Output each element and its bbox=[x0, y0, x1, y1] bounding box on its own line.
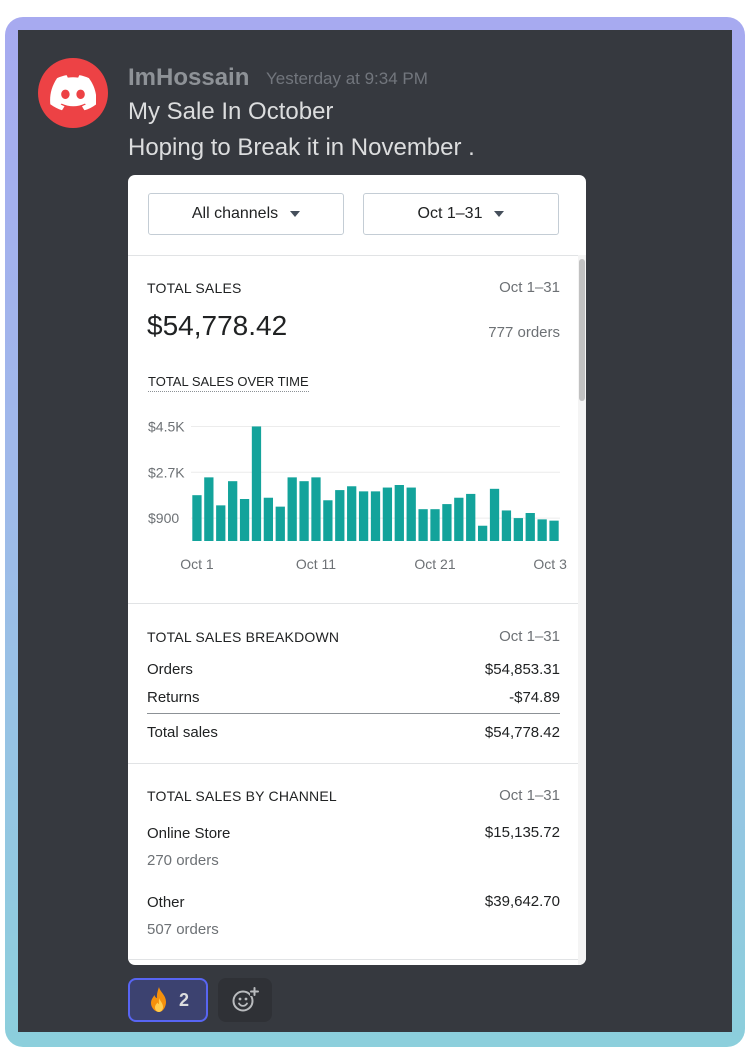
breakdown-title: TOTAL SALES BREAKDOWN bbox=[147, 629, 340, 645]
channel-filter-dropdown[interactable]: All channels bbox=[148, 193, 344, 235]
section-divider bbox=[128, 255, 578, 256]
chart-bar[interactable] bbox=[454, 497, 464, 541]
chart-bar[interactable] bbox=[382, 487, 393, 541]
fire-icon bbox=[150, 987, 166, 1012]
chart-bar[interactable] bbox=[311, 477, 321, 541]
total-sales-title: TOTAL SALES bbox=[147, 280, 242, 296]
discord-logo-icon bbox=[50, 75, 96, 111]
caret-down-icon bbox=[494, 211, 505, 217]
chart-bar[interactable] bbox=[323, 500, 333, 541]
chat-panel: ImHossain Yesterday at 9:34 PM My Sale I… bbox=[18, 30, 732, 1032]
channel-name: Online Store bbox=[147, 825, 231, 842]
reaction-count: 2 bbox=[178, 989, 189, 1010]
total-divider bbox=[147, 713, 560, 714]
total-sales-date: Oct 1–31 bbox=[499, 279, 560, 296]
channel-filter-label: All channels bbox=[191, 205, 279, 222]
chart-bar[interactable] bbox=[347, 486, 357, 541]
chart-bar[interactable] bbox=[406, 487, 416, 541]
chart-bar[interactable] bbox=[477, 525, 488, 541]
chart-bar[interactable] bbox=[466, 493, 476, 541]
chart-bar[interactable] bbox=[513, 518, 523, 541]
chart-bar[interactable] bbox=[430, 509, 440, 541]
chart-title: TOTAL SALES OVER TIME bbox=[148, 374, 309, 392]
chart-bar[interactable] bbox=[442, 504, 452, 541]
chart-bar[interactable] bbox=[525, 513, 535, 541]
chart-bar[interactable] bbox=[335, 490, 345, 541]
breakdown-total-value: $54,778.42 bbox=[484, 724, 560, 741]
y-tick-label: $4.5K bbox=[148, 418, 185, 434]
y-tick-label: $900 bbox=[148, 510, 179, 526]
chart-bar[interactable] bbox=[394, 485, 404, 541]
message-timestamp: Yesterday at 9:34 PM bbox=[266, 69, 428, 88]
breakdown-row-label: Returns bbox=[147, 689, 200, 706]
breakdown-row-label: Orders bbox=[147, 661, 193, 678]
chart-bar[interactable] bbox=[489, 488, 500, 541]
message-text-line: My Sale In October bbox=[128, 98, 334, 125]
chart-bar[interactable] bbox=[216, 505, 226, 541]
section-divider bbox=[128, 763, 578, 764]
chart-bar[interactable] bbox=[358, 491, 369, 541]
x-tick-label: Oct 11 bbox=[296, 556, 336, 572]
chart-bar[interactable] bbox=[549, 520, 559, 541]
chart-bar[interactable] bbox=[537, 519, 547, 541]
breakdown-date: Oct 1–31 bbox=[499, 628, 560, 645]
sales-over-time-chart: $900 $2.7K $4.5K Oct 1 Oct 11 Oct 21 Oct 31 bbox=[148, 418, 568, 572]
chart-bar[interactable] bbox=[418, 509, 428, 541]
chart-bar[interactable] bbox=[228, 481, 238, 541]
channel-orders: 507 orders bbox=[147, 921, 219, 938]
x-tick-label: Oct 21 bbox=[414, 556, 455, 572]
channel-value: $15,135.72 bbox=[484, 824, 560, 841]
scrollbar-track[interactable] bbox=[578, 255, 586, 965]
fire-reaction-button[interactable]: 2 bbox=[128, 978, 208, 1022]
caret-down-icon bbox=[290, 211, 301, 217]
total-orders-count: 777 orders bbox=[488, 324, 560, 341]
chart-bar[interactable] bbox=[204, 477, 214, 541]
by-channel-date: Oct 1–31 bbox=[499, 787, 560, 804]
date-range-label: Oct 1–31 bbox=[417, 205, 483, 222]
avatar[interactable] bbox=[38, 58, 108, 128]
y-tick-label: $2.7K bbox=[148, 464, 185, 480]
chart-bar[interactable] bbox=[299, 481, 309, 541]
scrollbar-thumb[interactable] bbox=[579, 259, 585, 401]
sales-report-image[interactable]: All channels Oct 1–31 TOTAL SALES Oct 1–… bbox=[128, 175, 586, 965]
chart-bar[interactable] bbox=[263, 497, 274, 541]
chart-bar[interactable] bbox=[287, 477, 297, 541]
chart-bar[interactable] bbox=[501, 510, 512, 541]
chart-bar[interactable] bbox=[192, 495, 202, 541]
by-channel-title: TOTAL SALES BY CHANNEL bbox=[147, 788, 337, 804]
add-reaction-icon bbox=[232, 987, 259, 1012]
chart-bar[interactable] bbox=[370, 491, 381, 541]
chart-bar[interactable] bbox=[251, 426, 262, 541]
chart-bar[interactable] bbox=[239, 499, 250, 541]
section-divider bbox=[128, 603, 578, 604]
breakdown-row-value: $54,853.31 bbox=[484, 661, 560, 678]
breakdown-total-label: Total sales bbox=[147, 724, 218, 741]
add-reaction-button[interactable] bbox=[218, 978, 272, 1022]
channel-orders: 270 orders bbox=[147, 852, 219, 869]
message-text-line: Hoping to Break it in November . bbox=[128, 134, 475, 161]
breakdown-row-value: -$74.89 bbox=[509, 689, 560, 706]
channel-name: Other bbox=[147, 894, 185, 911]
x-tick-label: Oct 31 bbox=[533, 556, 568, 572]
date-range-dropdown[interactable]: Oct 1–31 bbox=[363, 193, 559, 235]
total-sales-value: $54,778.42 bbox=[147, 310, 288, 341]
x-tick-label: Oct 1 bbox=[180, 556, 214, 572]
username[interactable]: ImHossain bbox=[128, 64, 250, 91]
section-divider bbox=[128, 959, 578, 960]
chart-bar[interactable] bbox=[275, 506, 285, 541]
channel-value: $39,642.70 bbox=[484, 893, 560, 910]
